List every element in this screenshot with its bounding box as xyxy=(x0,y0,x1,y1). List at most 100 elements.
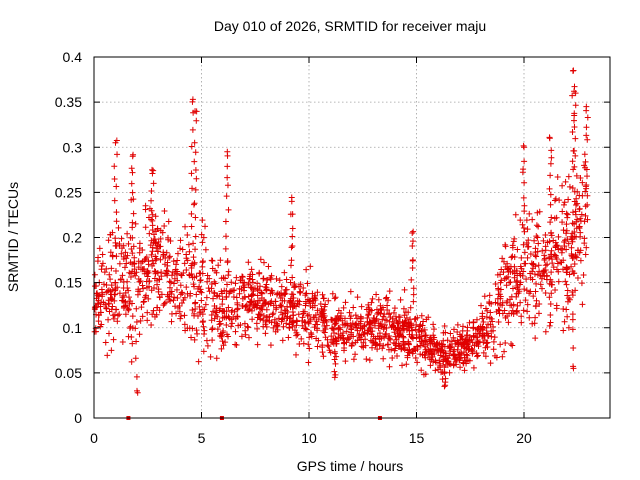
data-point xyxy=(129,219,136,226)
data-point xyxy=(395,320,402,327)
data-point xyxy=(125,333,132,340)
y-tick-label: 0.05 xyxy=(55,365,82,381)
data-point-peak xyxy=(583,103,590,110)
data-point xyxy=(405,338,412,345)
data-point xyxy=(166,278,173,285)
data-point xyxy=(331,348,338,355)
data-point xyxy=(360,339,367,346)
data-point xyxy=(384,302,391,309)
data-point xyxy=(228,279,235,286)
data-point xyxy=(407,316,414,323)
data-point xyxy=(319,342,326,349)
data-point xyxy=(420,318,427,325)
data-point xyxy=(188,223,195,230)
data-point xyxy=(331,329,338,336)
data-point xyxy=(391,329,398,336)
data-point xyxy=(95,311,102,318)
data-point xyxy=(149,217,156,224)
data-point xyxy=(153,255,160,262)
data-point xyxy=(392,325,399,332)
data-point xyxy=(211,290,218,297)
data-point xyxy=(199,319,206,326)
data-point xyxy=(195,358,202,365)
data-point xyxy=(149,248,156,255)
data-point xyxy=(455,351,462,358)
data-point xyxy=(321,323,328,330)
data-point xyxy=(375,320,382,327)
data-point xyxy=(122,298,129,305)
data-point xyxy=(91,328,98,335)
data-point xyxy=(426,348,433,355)
data-point xyxy=(452,340,459,347)
data-point xyxy=(209,337,216,344)
data-point xyxy=(495,318,502,325)
data-point xyxy=(150,180,157,187)
data-point xyxy=(174,250,181,257)
data-point xyxy=(525,237,532,244)
data-point xyxy=(569,326,576,333)
y-tick-label: 0.35 xyxy=(55,94,82,110)
data-point-trough xyxy=(570,365,577,372)
data-point xyxy=(192,214,199,221)
data-point xyxy=(305,341,312,348)
data-point xyxy=(245,334,252,341)
data-point xyxy=(120,292,127,299)
data-point xyxy=(306,311,313,318)
data-point-trough xyxy=(134,387,140,394)
data-point xyxy=(533,297,540,304)
data-point xyxy=(289,233,296,240)
data-point xyxy=(191,300,198,307)
data-point xyxy=(513,290,520,297)
data-point xyxy=(119,272,126,279)
data-point xyxy=(181,294,188,301)
data-point xyxy=(502,243,509,250)
data-point xyxy=(104,288,111,295)
data-point xyxy=(142,206,149,213)
data-point xyxy=(521,286,528,293)
data-point xyxy=(269,311,276,318)
data-point xyxy=(581,240,588,247)
data-point xyxy=(494,295,501,302)
data-point xyxy=(365,312,372,319)
data-point xyxy=(454,329,461,336)
data-point xyxy=(532,288,539,295)
data-point xyxy=(509,307,516,314)
data-point xyxy=(233,294,240,301)
data-point xyxy=(311,324,318,331)
data-point xyxy=(181,260,188,267)
data-point xyxy=(245,259,252,266)
data-point xyxy=(523,240,530,247)
data-point xyxy=(319,349,326,356)
data-point xyxy=(568,244,575,251)
data-point xyxy=(162,255,169,262)
data-point xyxy=(281,290,288,297)
data-point xyxy=(157,256,164,263)
data-point xyxy=(342,321,349,328)
data-point xyxy=(571,198,578,205)
data-point xyxy=(548,278,555,285)
data-point xyxy=(547,251,554,258)
data-point xyxy=(254,325,261,332)
data-point xyxy=(584,173,591,180)
data-point xyxy=(129,340,136,347)
data-point xyxy=(106,271,113,278)
y-tick-labels: 0 0.05 0.1 0.15 0.2 0.25 0.3 0.35 0.4 xyxy=(55,49,82,426)
data-point xyxy=(350,304,357,311)
data-point xyxy=(462,357,469,364)
data-point xyxy=(547,191,554,198)
data-point xyxy=(361,329,368,336)
data-point xyxy=(524,301,531,308)
data-point xyxy=(232,341,239,348)
data-point xyxy=(508,340,515,347)
data-point xyxy=(484,307,491,314)
data-point xyxy=(571,163,578,170)
data-point xyxy=(524,226,531,233)
data-point xyxy=(126,325,133,332)
data-point xyxy=(283,286,290,293)
data-point xyxy=(574,274,581,281)
data-point xyxy=(487,309,494,316)
data-point xyxy=(307,263,314,270)
data-point xyxy=(576,225,583,232)
data-point xyxy=(217,257,224,264)
data-point xyxy=(480,318,487,325)
